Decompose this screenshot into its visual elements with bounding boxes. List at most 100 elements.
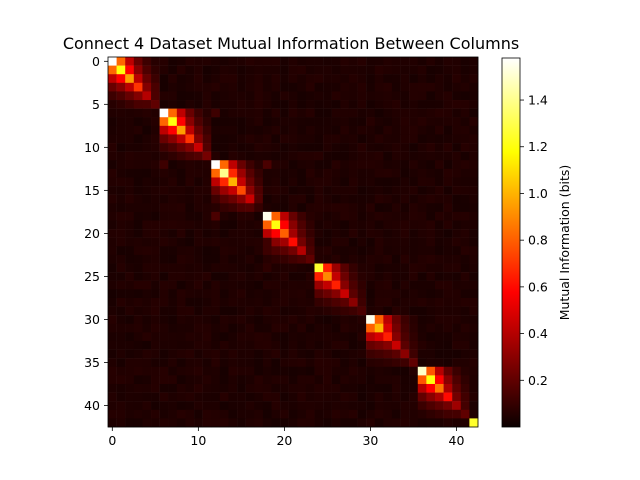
heatmap-cell — [443, 108, 453, 118]
heatmap-cell — [168, 401, 178, 411]
heatmap-cell — [280, 100, 289, 109]
heatmap-cell — [460, 366, 470, 376]
heatmap-cell — [443, 74, 453, 84]
heatmap-cell — [159, 263, 169, 273]
heatmap-cell — [159, 340, 169, 350]
heatmap-cell — [280, 125, 289, 135]
heatmap-cell — [219, 117, 229, 127]
heatmap-cell — [314, 160, 324, 170]
heatmap-cell — [116, 332, 126, 342]
heatmap-cell — [211, 383, 221, 393]
heatmap-cell — [211, 392, 221, 402]
heatmap-cell — [254, 186, 264, 195]
heatmap-cell — [443, 82, 453, 92]
heatmap-cell — [271, 203, 281, 213]
heatmap-cell — [280, 323, 289, 333]
heatmap-cell — [254, 100, 264, 109]
heatmap-cell — [185, 74, 195, 84]
heatmap-cell — [374, 409, 384, 419]
heatmap-cell — [426, 332, 436, 342]
heatmap-cell — [297, 375, 307, 385]
heatmap-cell — [168, 349, 178, 359]
heatmap-cell — [125, 211, 135, 221]
heatmap-cell — [116, 315, 126, 324]
heatmap-cell — [400, 108, 410, 118]
heatmap-cell — [366, 65, 375, 75]
heatmap-cell — [305, 349, 315, 359]
heatmap-cell — [142, 100, 152, 109]
heatmap-cell — [108, 134, 117, 144]
heatmap-cell — [417, 340, 427, 350]
heatmap-cell — [297, 392, 307, 402]
heatmap-cell — [348, 74, 358, 84]
heatmap-cell — [331, 254, 341, 264]
heatmap-cell — [254, 65, 264, 75]
heatmap-cell — [409, 254, 419, 264]
heatmap-cell — [348, 392, 358, 402]
heatmap-cell — [280, 315, 289, 324]
heatmap-cell — [331, 160, 341, 170]
heatmap-cell — [426, 418, 436, 428]
heatmap-cell — [452, 375, 462, 385]
heatmap-cell — [400, 366, 410, 376]
heatmap-cell — [262, 203, 272, 213]
heatmap-cell — [202, 82, 212, 92]
heatmap-cell — [391, 194, 401, 204]
heatmap-cell — [176, 211, 186, 221]
heatmap-cell — [357, 91, 367, 101]
heatmap-cell — [460, 280, 470, 290]
heatmap-cell — [108, 392, 117, 402]
y-tick-label: 15 — [84, 183, 100, 198]
heatmap-cell — [460, 263, 470, 273]
heatmap-cell — [185, 280, 195, 290]
heatmap-cell — [331, 375, 341, 385]
heatmap-cell — [443, 280, 453, 290]
heatmap-cell — [108, 280, 117, 290]
heatmap-cell — [245, 65, 255, 75]
heatmap-cell — [348, 254, 358, 264]
heatmap-cell — [262, 82, 272, 92]
heatmap-cell — [426, 57, 436, 66]
heatmap-cell — [254, 358, 264, 368]
heatmap-cell — [340, 151, 350, 161]
heatmap-cell — [417, 65, 427, 75]
heatmap-cell — [237, 392, 246, 402]
heatmap-cell — [348, 306, 358, 316]
heatmap-cell — [245, 117, 255, 127]
heatmap-cell — [340, 418, 350, 428]
heatmap-cell — [142, 263, 152, 273]
heatmap-cell — [452, 315, 462, 324]
heatmap-cell — [366, 254, 375, 264]
heatmap-cell — [323, 280, 332, 290]
heatmap-cell — [340, 108, 350, 118]
heatmap-cell — [280, 57, 289, 66]
heatmap-cell — [374, 57, 384, 66]
heatmap-cell — [305, 211, 315, 221]
heatmap-cell — [434, 177, 444, 187]
heatmap-cell — [133, 186, 143, 195]
heatmap-cell — [168, 306, 178, 316]
heatmap-cell — [254, 237, 264, 247]
heatmap-cell — [331, 340, 341, 350]
heatmap-cell — [116, 186, 126, 195]
heatmap-cell — [297, 203, 307, 213]
heatmap-cell — [305, 375, 315, 385]
heatmap-cell — [469, 340, 479, 350]
heatmap-cell — [357, 211, 367, 221]
heatmap-cell — [219, 392, 229, 402]
heatmap-cell — [314, 289, 324, 299]
heatmap-cell — [305, 237, 315, 247]
heatmap-cell — [460, 57, 470, 66]
heatmap-cell — [176, 65, 186, 75]
heatmap-cell — [314, 263, 324, 273]
heatmap-cell — [383, 143, 393, 152]
heatmap-cell — [434, 392, 444, 402]
heatmap-cell — [125, 306, 135, 316]
heatmap-cell — [383, 151, 393, 161]
heatmap-cell — [159, 332, 169, 342]
heatmap-cell — [228, 315, 238, 324]
heatmap-cell — [142, 349, 152, 359]
heatmap-cell — [340, 323, 350, 333]
heatmap-cell — [426, 237, 436, 247]
heatmap-cell — [271, 125, 281, 135]
